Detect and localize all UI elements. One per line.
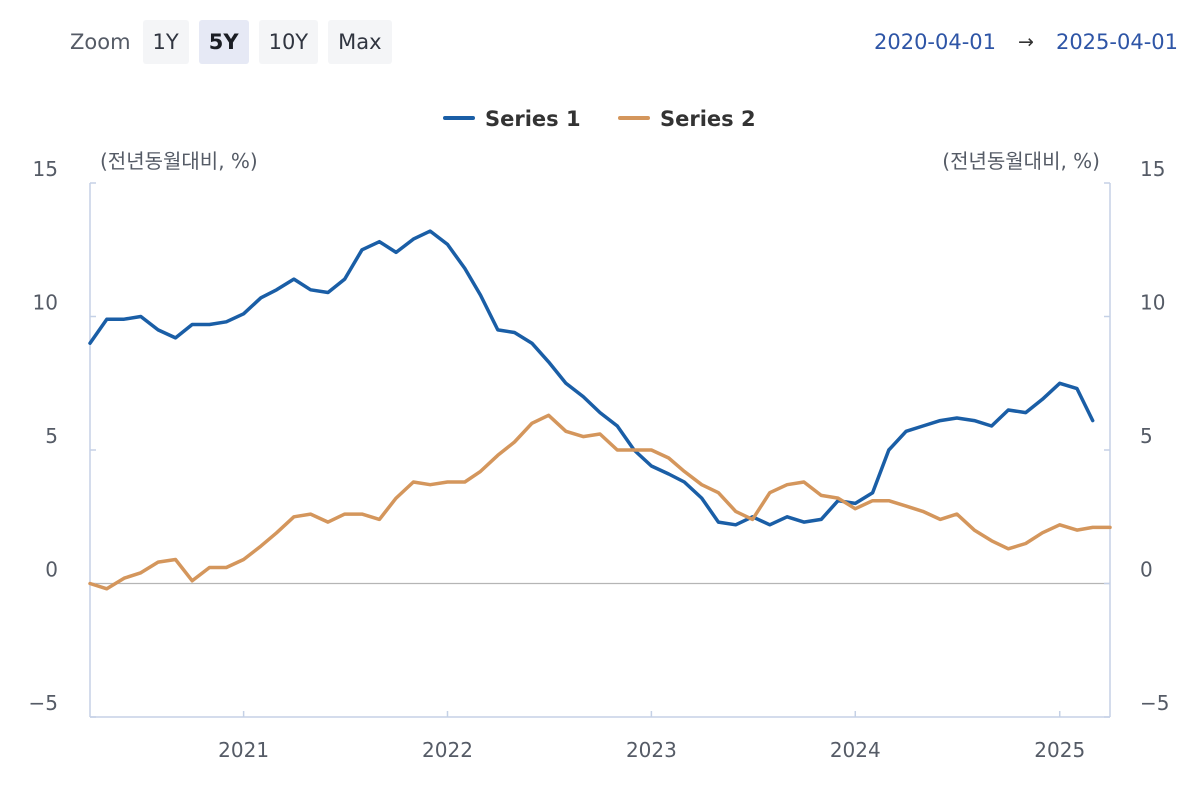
range-end-date[interactable]: 2025-04-01 [1055, 30, 1178, 54]
zoom-5y-button[interactable]: 5Y [198, 20, 249, 64]
legend: Series 1 Series 2 [443, 107, 756, 131]
y-axis-unit-right: (전년동월대비, %) [942, 149, 1100, 173]
y-tick-label-left: 15 [33, 157, 58, 181]
series-line-2 [88, 413, 1112, 591]
zoom-max-button[interactable]: Max [328, 20, 392, 64]
zoom-1y-button[interactable]: 1Y [142, 20, 189, 64]
range-arrow-icon: → [1018, 31, 1034, 53]
y-tick-label-left: 0 [45, 558, 58, 582]
y-tick-label-left: 5 [45, 424, 58, 448]
y-axis-unit-left: (전년동월대비, %) [100, 149, 258, 173]
x-tick-label: 2024 [830, 738, 881, 762]
x-tick-label: 2025 [1034, 738, 1085, 762]
range-start-date[interactable]: 2020-04-01 [873, 30, 997, 54]
legend-label-series-2[interactable]: Series 2 [660, 107, 756, 131]
y-tick-label-right: −5 [1140, 691, 1169, 715]
zoom-label: Zoom [70, 30, 131, 54]
zoom-toolbar: Zoom 1Y 5Y 10Y Max [70, 20, 392, 64]
legend-label-series-1[interactable]: Series 1 [485, 107, 581, 131]
chart-lines [88, 229, 1112, 591]
y-tick-label-right: 15 [1140, 157, 1165, 181]
x-tick-label: 2021 [218, 738, 269, 762]
date-range: 2020-04-01 → 2025-04-01 [874, 20, 1178, 64]
series-line-1 [88, 229, 1095, 527]
chart-axes: −5 −5 0 0 5 5 10 10 15 15 (전년동월대비, %) (전년동월대비, %) 20… [29, 149, 1170, 762]
y-tick-label-left: 10 [33, 291, 58, 315]
x-tick-label: 2022 [422, 738, 473, 762]
y-tick-label-right: 0 [1140, 558, 1153, 582]
x-tick-label: 2023 [626, 738, 677, 762]
y-tick-label-right: 5 [1140, 424, 1153, 448]
zoom-10y-button[interactable]: 10Y [258, 20, 319, 64]
y-tick-label-right: 10 [1140, 291, 1165, 315]
y-tick-label-left: −5 [29, 691, 58, 715]
